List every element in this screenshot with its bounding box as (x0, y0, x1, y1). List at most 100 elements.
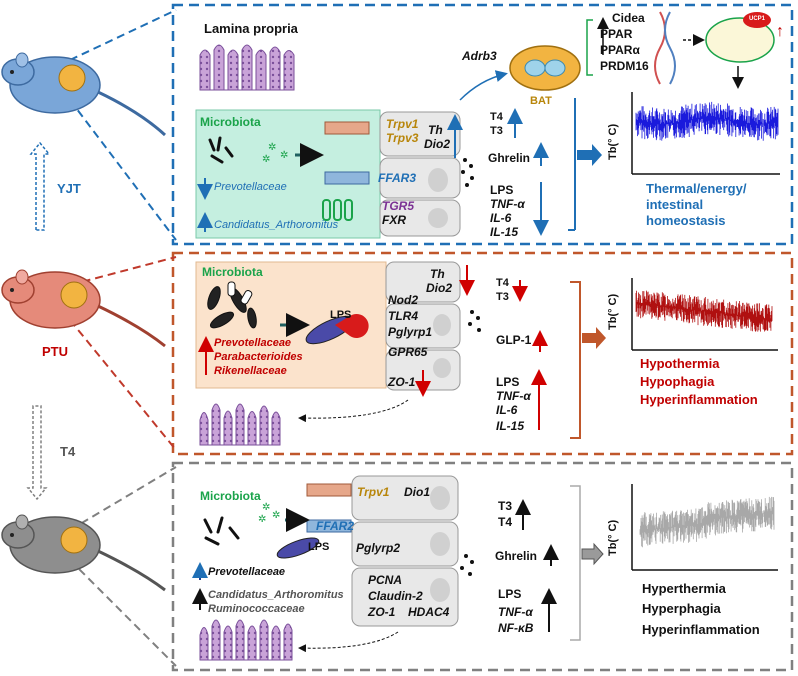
outcome-bot-3: Hyperinflammation (642, 622, 760, 637)
mouse-t4 (1, 514, 166, 592)
prevotellaceae-top: Prevotellaceae (214, 181, 287, 193)
svg-text:✲: ✲ (280, 150, 288, 161)
svg-text:✲: ✲ (272, 510, 280, 521)
temperature-trace-ptu (635, 290, 773, 332)
lamina-propria-label: Lamina propria (204, 21, 298, 36)
il15-mid: IL-15 (496, 419, 525, 433)
tb-axis-bot: Tb(° C) (607, 519, 619, 556)
temperature-trace-yjt (635, 101, 779, 141)
mouse-ptu (1, 269, 166, 348)
outcome-mid-3: Hyperinflammation (640, 392, 758, 407)
ucp1-up-arrow: ↑ (776, 23, 784, 40)
microbiota-label-top: Microbiota (200, 115, 261, 129)
dio1-bot: Dio1 (404, 485, 431, 499)
ghrelin-bot: Ghrelin (495, 549, 538, 563)
ppara-label: PPARα (600, 43, 640, 57)
adrb3-label: Adrb3 (462, 49, 497, 63)
lps-bacterium-mid: LPS (330, 309, 352, 321)
ppar-label: PPAR (600, 27, 633, 41)
ffar3-top: FFAR3 (378, 171, 417, 185)
svg-text:✲: ✲ (262, 502, 270, 513)
arrow-t4 (26, 405, 48, 501)
outcome-bot-1: Hyperthermia (642, 581, 726, 596)
outcome-mid-1: Hypothermia (640, 356, 720, 371)
ucp1-label: UCP1 (749, 16, 766, 22)
temperature-trace-t4 (639, 496, 775, 548)
panel-t4-frame (171, 461, 794, 672)
trpv3-top: Trpv3 (386, 131, 419, 145)
t4-bot: T4 (498, 515, 513, 529)
label-yjt: YJT (57, 181, 81, 196)
zo1-bot: ZO-1 (368, 605, 396, 619)
tnf-mid: TNF-α (496, 389, 531, 403)
ruminococcaceae-bot: Ruminococcaceae (208, 603, 305, 615)
label-t4: T4 (60, 444, 76, 459)
trpv1-bot: Trpv1 (357, 485, 390, 499)
trace-line (635, 290, 773, 332)
pglyrp1-mid: Pglyrp1 (388, 325, 433, 339)
label-ptu: PTU (42, 344, 68, 359)
outcome-top-2: intestinal (646, 197, 704, 212)
lps-bot: LPS (498, 587, 522, 601)
th-top: Th (428, 123, 443, 137)
t3-top: T3 (490, 125, 503, 137)
fxr-top: FXR (382, 213, 406, 227)
pglyrp2-bot: Pglyrp2 (356, 541, 401, 555)
prdm16-label: PRDM16 (600, 59, 649, 73)
lps-top: LPS (490, 183, 514, 197)
trace-line (635, 101, 779, 141)
t4-mid: T4 (496, 277, 509, 289)
lps-bacterium-bot: LPS (308, 541, 330, 553)
lps-mid: LPS (496, 375, 520, 389)
microbiota-label-mid: Microbiota (202, 265, 263, 279)
prevotellaceae-bot: Prevotellaceae (208, 566, 286, 578)
tb-axis-mid: Tb(° C) (607, 293, 619, 330)
parabacterioides-mid: Parabacterioides (214, 351, 303, 363)
svg-text:✲: ✲ (262, 154, 270, 165)
il6-top: IL-6 (490, 211, 512, 225)
trpv1-top: Trpv1 (386, 117, 419, 131)
ghrelin-top: Ghrelin (488, 151, 531, 165)
tnf-top: TNF-α (490, 197, 525, 211)
il6-mid: IL-6 (496, 403, 518, 417)
nfkb-bot: NF-κB (498, 621, 534, 635)
tnf-bot: TNF-α (498, 605, 533, 619)
svg-text:✲: ✲ (258, 514, 266, 525)
microbiota-label-bot: Microbiota (200, 489, 261, 503)
outcome-top-1: Thermal/energy/ (646, 181, 747, 196)
pcna-bot: PCNA (368, 573, 403, 587)
cidea-label: Cidea (612, 11, 645, 25)
t3-bot: T3 (498, 499, 513, 513)
panel-yjt-frame (171, 3, 794, 246)
candidatus-bot: Candidatus_Arthoromitus (208, 589, 344, 601)
th-mid: Th (430, 267, 445, 281)
t3-mid: T3 (496, 291, 509, 303)
dio2-mid: Dio2 (426, 281, 453, 295)
dio2-top: Dio2 (424, 137, 451, 151)
candidatus-top: Candidatus_Arthoromitus (214, 219, 339, 231)
rikenellaceae-mid: Rikenellaceae (214, 365, 287, 377)
gpr65-mid: GPR65 (388, 345, 428, 359)
hdac4-bot: HDAC4 (408, 605, 450, 619)
tgr5-top: TGR5 (382, 199, 415, 213)
panel-ptu-frame (171, 251, 794, 456)
ffar2-bot: FFAR2 (316, 519, 355, 533)
t4-top: T4 (490, 111, 503, 123)
svg-text:✲: ✲ (268, 142, 276, 153)
zo1-mid: ZO-1 (388, 375, 416, 389)
prevotellaceae-mid: Prevotellaceae (214, 337, 292, 349)
claudin2-bot: Claudin-2 (368, 589, 423, 603)
outcome-top-3: homeostasis (646, 213, 726, 228)
outcome-bot-2: Hyperphagia (642, 601, 721, 616)
nod2-mid: Nod2 (388, 293, 418, 307)
trace-line (639, 496, 775, 548)
bat-label: BAT (530, 95, 552, 107)
tb-axis-top: Tb(° C) (607, 123, 619, 160)
outcome-mid-2: Hypophagia (640, 374, 715, 389)
arrow-yjt (29, 141, 51, 231)
il15-top: IL-15 (490, 225, 519, 239)
glp1-mid: GLP-1 (496, 333, 532, 347)
mouse-yjt (1, 52, 167, 137)
